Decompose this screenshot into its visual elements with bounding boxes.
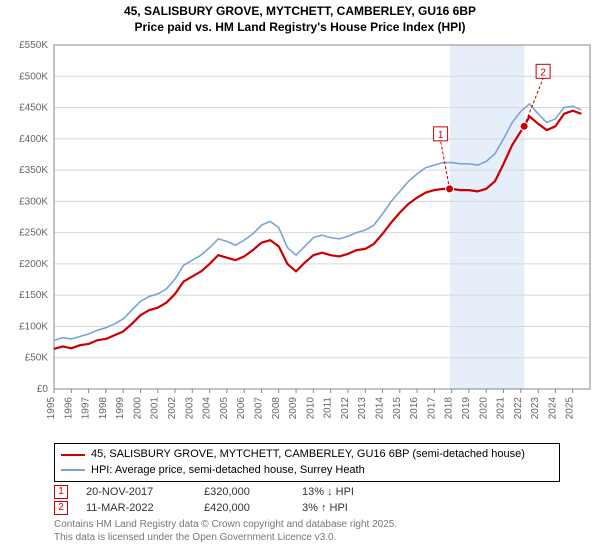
svg-text:1998: 1998 [98,397,109,420]
datapoint-date: 11-MAR-2022 [86,502,186,514]
svg-text:2007: 2007 [253,397,264,420]
svg-text:£500K: £500K [19,71,48,82]
chart-area: £0 £50K £100K £150K £200K £250K £300K £350K £400… [0,37,600,439]
title-line-1: 45, SALISBURY GROVE, MYTCHETT, CAMBERLEY… [0,4,600,20]
svg-text:1: 1 [438,130,444,141]
svg-text:2016: 2016 [409,397,420,420]
svg-text:£200K: £200K [19,259,48,270]
svg-text:1997: 1997 [81,397,92,420]
svg-text:2018: 2018 [444,397,455,420]
svg-text:2022: 2022 [513,397,524,420]
svg-text:£350K: £350K [19,165,48,176]
datapoint-delta: 3% ↑ HPI [302,502,382,514]
footer-line-2: This data is licensed under the Open Gov… [54,531,560,544]
svg-text:2011: 2011 [323,397,334,419]
svg-text:2: 2 [540,67,546,78]
svg-text:£550K: £550K [19,40,48,51]
svg-text:2014: 2014 [375,397,386,420]
svg-text:2023: 2023 [530,397,541,420]
svg-text:2006: 2006 [236,397,247,420]
datapoint-date: 20-NOV-2017 [86,486,186,498]
svg-text:£100K: £100K [19,322,48,333]
legend-item: HPI: Average price, semi-detached house,… [61,463,553,478]
svg-text:2021: 2021 [496,397,507,420]
datapoint-list: 1 20-NOV-2017 £320,000 13% ↓ HPI 2 11-MAR-202… [54,484,560,516]
datapoint-marker: 2 [54,501,68,515]
svg-text:2020: 2020 [478,397,489,420]
legend-item: 45, SALISBURY GROVE, MYTCHETT, CAMBERLEY… [61,447,553,462]
datapoint-marker: 1 [54,485,68,499]
svg-text:2010: 2010 [305,397,316,420]
svg-text:2009: 2009 [288,397,299,420]
svg-text:2012: 2012 [340,397,351,420]
svg-text:2000: 2000 [132,397,143,420]
svg-text:£400K: £400K [19,134,48,145]
svg-text:1996: 1996 [63,397,74,420]
legend-label: 45, SALISBURY GROVE, MYTCHETT, CAMBERLEY… [91,447,525,462]
svg-text:2024: 2024 [547,397,558,420]
svg-text:£450K: £450K [19,103,48,114]
svg-text:£150K: £150K [19,290,48,301]
datapoint-row: 1 20-NOV-2017 £320,000 13% ↓ HPI [54,484,560,500]
line-chart-svg: £0 £50K £100K £150K £200K £250K £300K £350K £400… [0,37,600,439]
svg-text:2001: 2001 [150,397,161,420]
svg-text:2002: 2002 [167,397,178,420]
legend-label: HPI: Average price, semi-detached house,… [91,463,365,478]
svg-text:2008: 2008 [271,397,282,420]
svg-text:2013: 2013 [357,397,368,420]
chart-title-block: 45, SALISBURY GROVE, MYTCHETT, CAMBERLEY… [0,0,600,37]
svg-text:1999: 1999 [115,397,126,420]
footer-attribution: Contains HM Land Registry data © Crown c… [54,518,560,544]
svg-text:2025: 2025 [565,397,576,420]
svg-text:£50K: £50K [25,353,49,364]
svg-text:£250K: £250K [19,228,48,239]
svg-text:1995: 1995 [46,397,57,420]
svg-text:2017: 2017 [426,397,437,420]
datapoint-delta: 13% ↓ HPI [302,486,382,498]
svg-text:2003: 2003 [184,397,195,420]
svg-text:£0: £0 [37,384,49,395]
legend-swatch [61,469,85,471]
svg-text:2005: 2005 [219,397,230,420]
svg-text:2015: 2015 [392,397,403,420]
legend-swatch [61,454,85,456]
svg-text:£300K: £300K [19,197,48,208]
footer-line-1: Contains HM Land Registry data © Crown c… [54,518,560,531]
legend-box: 45, SALISBURY GROVE, MYTCHETT, CAMBERLEY… [54,443,560,482]
title-line-2: Price paid vs. HM Land Registry's House … [0,20,600,36]
datapoint-price: £320,000 [204,486,284,498]
svg-text:2004: 2004 [202,397,213,420]
datapoint-row: 2 11-MAR-2022 £420,000 3% ↑ HPI [54,500,560,516]
svg-text:2019: 2019 [461,397,472,420]
datapoint-price: £420,000 [204,502,284,514]
